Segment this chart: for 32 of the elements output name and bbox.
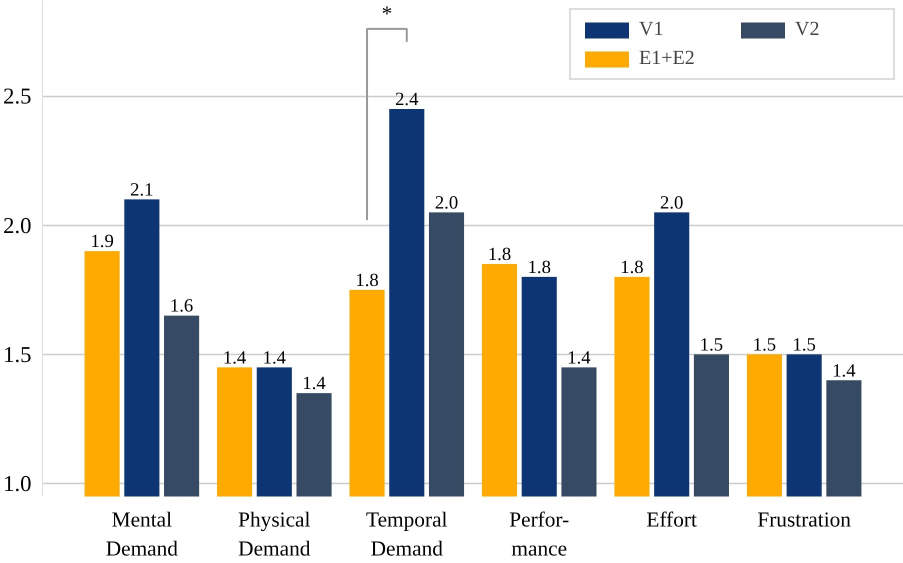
legend-label: E1+E2 bbox=[639, 47, 696, 70]
data-label: 1.4 bbox=[832, 360, 856, 382]
x-tick-label: Mental Demand bbox=[106, 508, 178, 560]
y-tick-label: 2.5 bbox=[3, 84, 32, 109]
data-label: 2.4 bbox=[395, 89, 420, 110]
x-tick-label: Frustration bbox=[757, 508, 852, 532]
y-tick-label: 1.0 bbox=[3, 471, 32, 496]
data-label: 1.5 bbox=[752, 334, 776, 356]
data-label: 2.0 bbox=[660, 192, 684, 214]
data-label: 1.9 bbox=[90, 231, 114, 252]
y-tick-label: 2.0 bbox=[3, 212, 32, 238]
data-label: 1.4 bbox=[262, 347, 287, 368]
annotation: * bbox=[382, 1, 392, 26]
x-tick-label: Physical Demand bbox=[238, 508, 311, 560]
data-label: 1.8 bbox=[355, 270, 379, 291]
data-label: 1.8 bbox=[488, 244, 512, 265]
x-tick-label: Perfor- mance bbox=[509, 508, 570, 560]
x-tick-label: Effort bbox=[646, 508, 698, 532]
data-label: 1.4 bbox=[222, 347, 247, 368]
data-label: 1.8 bbox=[528, 256, 551, 278]
data-label: 1.4 bbox=[567, 347, 592, 368]
data-label: 1.5 bbox=[792, 334, 816, 356]
x-tick-label: Temporal Demand bbox=[366, 508, 448, 560]
y-tick-label: 1.5 bbox=[3, 342, 32, 367]
data-label: 1.6 bbox=[170, 296, 194, 317]
legend-label: V2 bbox=[795, 18, 820, 41]
data-label: 2.1 bbox=[130, 179, 154, 200]
legend-label: V1 bbox=[639, 18, 664, 41]
data-label: 1.4 bbox=[302, 373, 326, 394]
data-label: 1.5 bbox=[700, 334, 724, 356]
data-label: 1.8 bbox=[620, 256, 644, 278]
data-label: 2.0 bbox=[434, 192, 458, 214]
